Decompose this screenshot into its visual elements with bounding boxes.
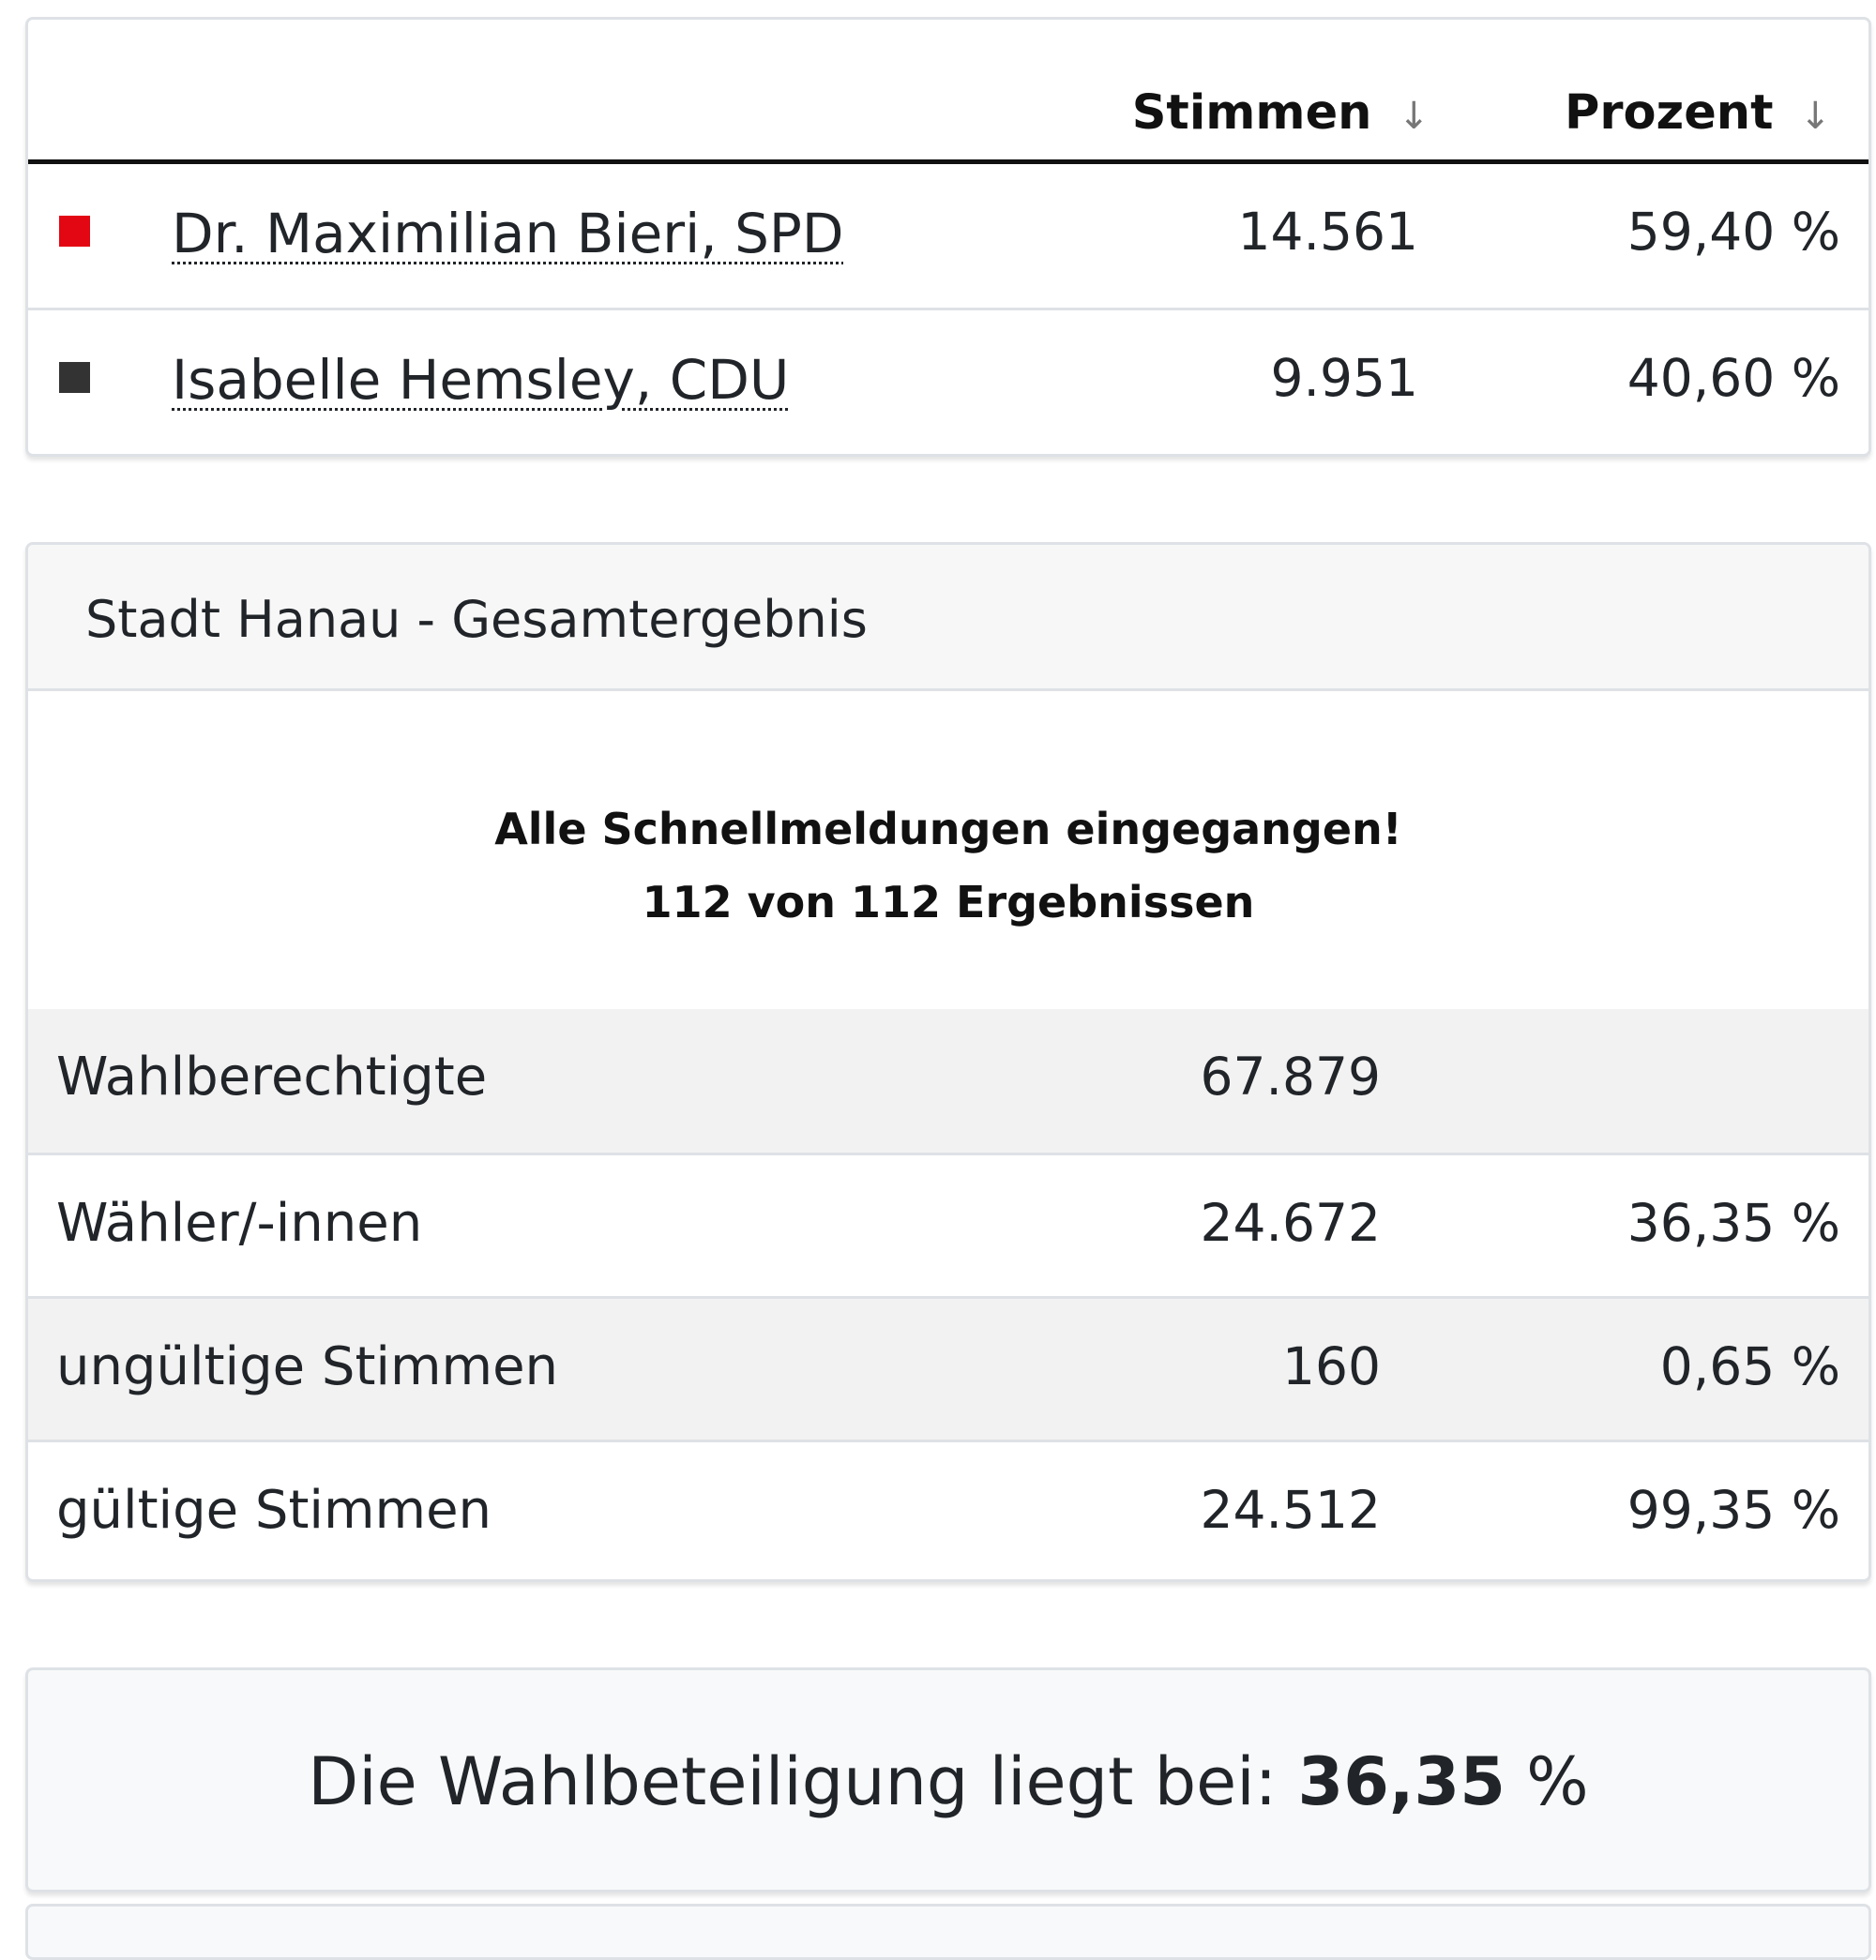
summary-percent: 36,35 %: [1626, 1193, 1840, 1253]
turnout-text: Die Wahlbeteiligung liegt bei: 36,35 %: [28, 1743, 1868, 1820]
sort-arrow-icon[interactable]: ↓: [1398, 95, 1430, 138]
candidate-name-link[interactable]: Isabelle Hemsley, CDU: [172, 348, 790, 412]
summary-value: 67.879: [1200, 1047, 1381, 1107]
votes-column-header[interactable]: Stimmen ↓: [1132, 85, 1430, 141]
candidate-votes: 14.561: [1237, 202, 1418, 262]
party-color-icon: [59, 216, 90, 247]
table-row: Dr. Maximilian Bieri, SPD 14.561 59,40 %: [28, 164, 1868, 308]
party-color-icon: [59, 362, 90, 393]
sort-arrow-icon[interactable]: ↓: [1799, 95, 1831, 138]
reporting-status: Alle Schnellmeldungen eingegangen! 112 v…: [28, 691, 1868, 1009]
results-table-header: Stimmen ↓ Prozent ↓: [28, 20, 1868, 164]
turnout-card: Die Wahlbeteiligung liegt bei: 36,35 %: [25, 1667, 1871, 1892]
summary-title: Stadt Hanau - Gesamtergebnis: [85, 590, 868, 649]
table-row: Wahlberechtigte 67.879: [28, 1009, 1868, 1153]
table-row: Wähler/-innen 24.672 36,35 %: [28, 1153, 1868, 1296]
turnout-suffix: %: [1505, 1743, 1589, 1820]
results-card: Stimmen ↓ Prozent ↓ Dr. Maximilian Bieri, …: [25, 17, 1871, 457]
summary-value: 160: [1282, 1336, 1381, 1396]
summary-label: ungültige Stimmen: [56, 1336, 559, 1397]
summary-value: 24.672: [1200, 1193, 1381, 1253]
percent-column-header[interactable]: Prozent ↓: [1565, 85, 1831, 141]
table-row: ungültige Stimmen 160 0,65 %: [28, 1296, 1868, 1440]
summary-value: 24.512: [1200, 1480, 1381, 1540]
summary-percent: 0,65 %: [1659, 1336, 1840, 1396]
status-line-complete: Alle Schnellmeldungen eingegangen!: [494, 804, 1402, 854]
candidate-name-link[interactable]: Dr. Maximilian Bieri, SPD: [172, 202, 844, 265]
table-row: gültige Stimmen 24.512 99,35 %: [28, 1440, 1868, 1579]
status-line-count: 112 von 112 Ergebnissen: [642, 877, 1255, 927]
candidate-percent: 59,40 %: [1626, 202, 1840, 262]
candidate-percent: 40,60 %: [1626, 348, 1840, 408]
summary-card-header: Stadt Hanau - Gesamtergebnis: [28, 545, 1868, 691]
summary-percent: 99,35 %: [1626, 1480, 1840, 1540]
votes-header-label: Stimmen: [1131, 85, 1372, 141]
percent-header-label: Prozent: [1564, 85, 1774, 141]
summary-label: gültige Stimmen: [56, 1480, 492, 1541]
summary-label: Wähler/-innen: [56, 1193, 423, 1254]
summary-card: Stadt Hanau - Gesamtergebnis Alle Schnel…: [25, 542, 1871, 1582]
turnout-prefix: Die Wahlbeteiligung liegt bei:: [308, 1743, 1298, 1820]
summary-label: Wahlberechtigte: [56, 1047, 488, 1108]
turnout-value: 36,35: [1297, 1743, 1505, 1820]
table-row: Isabelle Hemsley, CDU 9.951 40,60 %: [28, 308, 1868, 451]
candidate-votes: 9.951: [1270, 348, 1418, 408]
next-card: [25, 1904, 1871, 1960]
